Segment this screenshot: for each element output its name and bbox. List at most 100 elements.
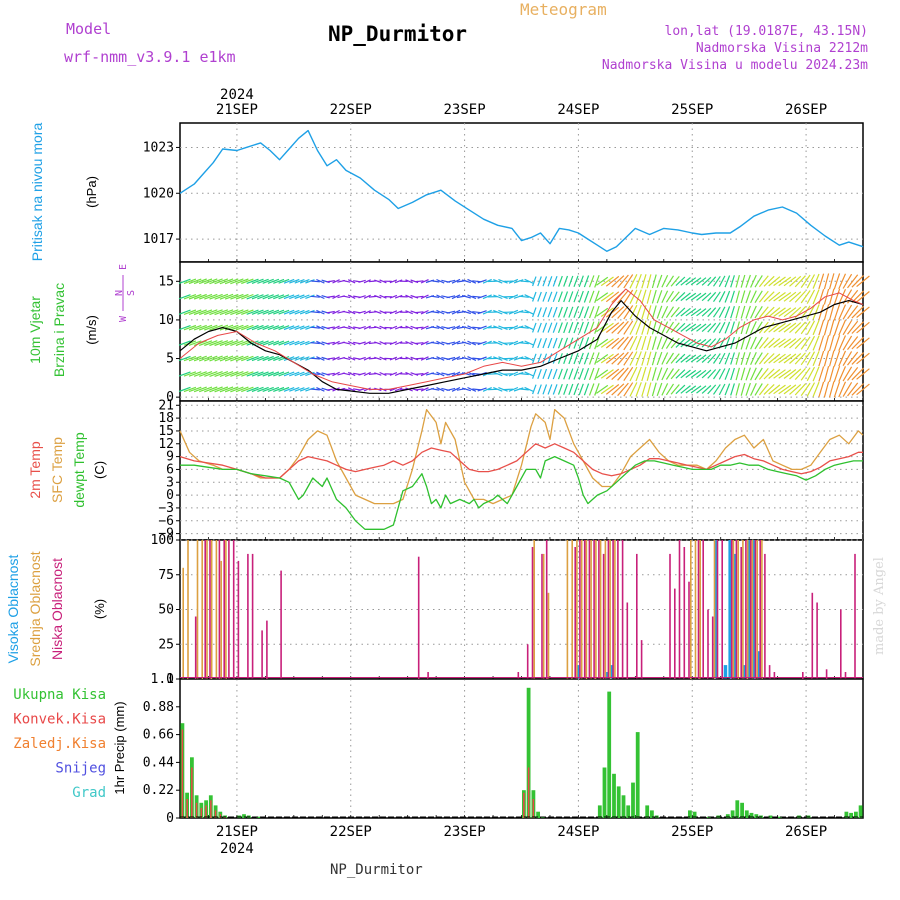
cloud-bar <box>533 540 535 679</box>
wind-arrow <box>623 351 634 366</box>
wind-arrow <box>596 276 609 286</box>
wind-ylabel-2: Brzina i Pravac <box>51 283 67 377</box>
model-label: Model <box>66 20 112 38</box>
wind-arrow <box>856 352 870 365</box>
temperature-line <box>180 455 863 530</box>
wind-arrow <box>713 337 721 349</box>
wind-arrow <box>783 322 797 333</box>
wind-arrow <box>493 371 503 377</box>
wind-arrow <box>617 290 629 304</box>
wind-arrow <box>257 294 269 300</box>
wind-arrow <box>656 382 663 397</box>
wind-arrow <box>183 324 197 331</box>
wind-arrow <box>224 371 239 377</box>
wind-arrow <box>547 306 553 318</box>
wind-arrow <box>828 304 835 321</box>
wind-ytick-label: 5 <box>166 352 174 367</box>
wind-ytick-label: 15 <box>158 274 174 289</box>
wind-arrow <box>415 388 424 391</box>
wind-arrow <box>833 304 841 321</box>
wind-arrow <box>436 309 445 315</box>
cloud-bar <box>669 553 671 679</box>
wind-arrow <box>838 304 847 321</box>
wind-arrow <box>718 321 726 334</box>
bottom-day-label: 22SEP <box>330 824 372 840</box>
cloud-bar <box>761 540 763 679</box>
wind-arrow <box>847 320 859 335</box>
wind-arrow <box>224 386 239 393</box>
precip-bar <box>744 810 749 818</box>
wind-arrow <box>675 276 686 287</box>
wind-arrow <box>461 279 471 284</box>
temperature-ytick-label: 18 <box>158 411 174 426</box>
wind-arrow <box>379 371 387 376</box>
wind-arrow <box>818 273 825 290</box>
wind-arrow <box>588 367 595 381</box>
wind-arrow <box>600 322 614 333</box>
cloud-bar <box>714 540 718 679</box>
wind-arrow <box>332 371 340 377</box>
wind-arrow <box>696 385 707 394</box>
wind-arrow <box>690 323 702 332</box>
cloud-bar <box>617 540 619 679</box>
wind-arrow <box>451 387 461 392</box>
wind-arrow <box>219 355 234 362</box>
wind-arrow <box>267 278 280 284</box>
wind-gust-line <box>179 288 864 390</box>
wind-arrow <box>750 305 757 319</box>
wind-arrow <box>794 290 806 303</box>
wind-arrow <box>542 368 548 380</box>
wind-arrow <box>188 371 202 377</box>
cloud-bar <box>427 672 429 679</box>
wind-arrow <box>498 356 508 361</box>
wind-arrow <box>524 340 534 346</box>
wind-arrow <box>568 337 574 349</box>
wind-arrow <box>420 279 429 284</box>
wind-arrow <box>482 309 492 315</box>
wind-arrow <box>778 276 792 287</box>
cloud-bar <box>196 540 199 679</box>
panel-pressure: 1017 1020 1023 <box>143 122 864 263</box>
precip-bar <box>621 795 626 818</box>
wind-arrow <box>394 294 403 299</box>
wind-arrow <box>235 355 249 362</box>
wind-arrow <box>461 341 471 345</box>
wind-arrow <box>405 310 413 315</box>
wind-arrow <box>235 386 249 393</box>
top-day-label: 23SEP <box>444 102 486 118</box>
wind-arrow <box>773 307 786 317</box>
wind-arrow <box>596 369 609 379</box>
precip-bar <box>725 814 730 818</box>
cloud-bar <box>746 540 749 679</box>
wind-arrow <box>552 306 558 318</box>
wind-arrow <box>713 368 721 380</box>
wind-arrow <box>209 293 223 300</box>
wind-arrow <box>701 354 712 363</box>
wind-arrow <box>651 274 657 289</box>
cloud-bar <box>754 540 757 679</box>
wind-arrow <box>326 310 335 314</box>
cloud-bar <box>713 540 716 679</box>
wind-arrows <box>178 273 870 398</box>
precip-conv-bar <box>205 805 207 818</box>
cloud-bar <box>614 540 616 679</box>
cloud-bar <box>759 540 761 679</box>
wind-arrow <box>588 306 595 319</box>
wind-arrow <box>493 294 503 300</box>
wind-arrow <box>246 294 259 300</box>
wind-arrow <box>305 294 315 299</box>
wind-arrow <box>768 276 781 287</box>
precip-bar <box>616 786 621 818</box>
wind-arrow <box>563 383 569 395</box>
wind-arrow <box>600 276 614 287</box>
compass-icon: N W E S <box>114 264 137 322</box>
wind-arrow <box>405 356 413 361</box>
wind-arrow <box>482 356 492 361</box>
wind-arrow <box>209 278 223 285</box>
wind-arrow <box>838 288 847 305</box>
wind-arrow <box>851 352 865 365</box>
precip-bar <box>536 811 540 818</box>
wind-arrow <box>680 292 691 302</box>
wind-arrow <box>446 387 456 391</box>
wind-arrow <box>611 367 625 381</box>
